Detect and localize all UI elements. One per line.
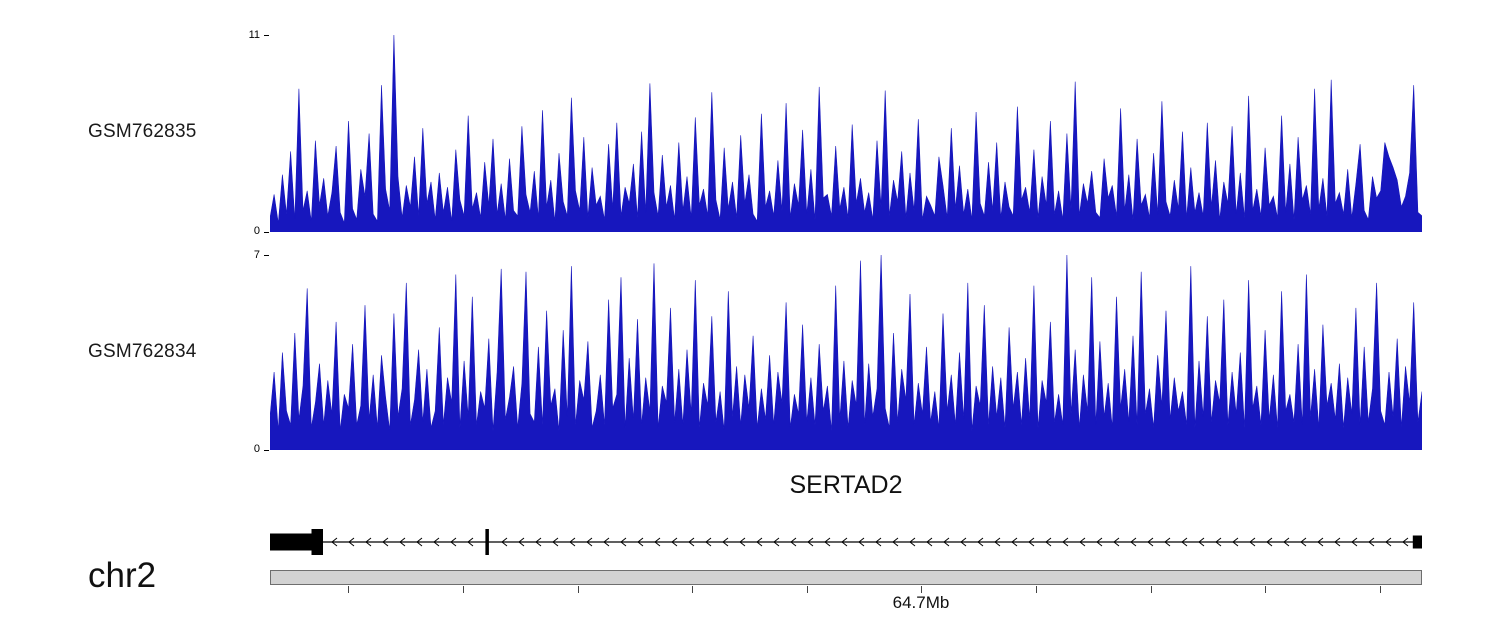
- chromosome-scale-bar: [270, 570, 1422, 585]
- scale-tick-mark: [807, 586, 808, 593]
- track2-ymin-label: 0: [253, 443, 260, 455]
- scale-tick-mark: [348, 586, 349, 593]
- scale-tick-mark: [1036, 586, 1037, 593]
- track2-ymax-label: 7: [253, 249, 260, 261]
- scale-tick-mark: [578, 586, 579, 593]
- scale-ticks: [270, 586, 1422, 594]
- scale-tick-mark: [921, 586, 922, 593]
- track2-ymax-tick: [264, 255, 269, 256]
- track1-ymin-tick: [264, 232, 269, 233]
- coverage-plot-gsm762834: [270, 255, 1422, 450]
- track-label-gsm762834: GSM762834: [88, 341, 197, 362]
- coverage-plot-gsm762835: [270, 35, 1422, 232]
- scale-tick-mark: [1380, 586, 1381, 593]
- scale-tick-mark: [692, 586, 693, 593]
- track-label-gsm762835: GSM762835: [88, 121, 197, 142]
- genomic-position-label: 64.7Mb: [892, 593, 950, 612]
- scale-tick-mark: [463, 586, 464, 593]
- track1-ymax-label: 11: [248, 29, 260, 41]
- track1-ymin-label: 0: [253, 225, 260, 237]
- chromosome-label: chr2: [88, 556, 157, 595]
- gene-name-label: SERTAD2: [789, 471, 903, 499]
- scale-tick-mark: [1265, 586, 1266, 593]
- gene-model-sertad2: [270, 529, 1422, 555]
- track1-ymax-tick: [264, 35, 269, 36]
- scale-tick-mark: [1151, 586, 1152, 593]
- track2-ymin-tick: [264, 450, 269, 451]
